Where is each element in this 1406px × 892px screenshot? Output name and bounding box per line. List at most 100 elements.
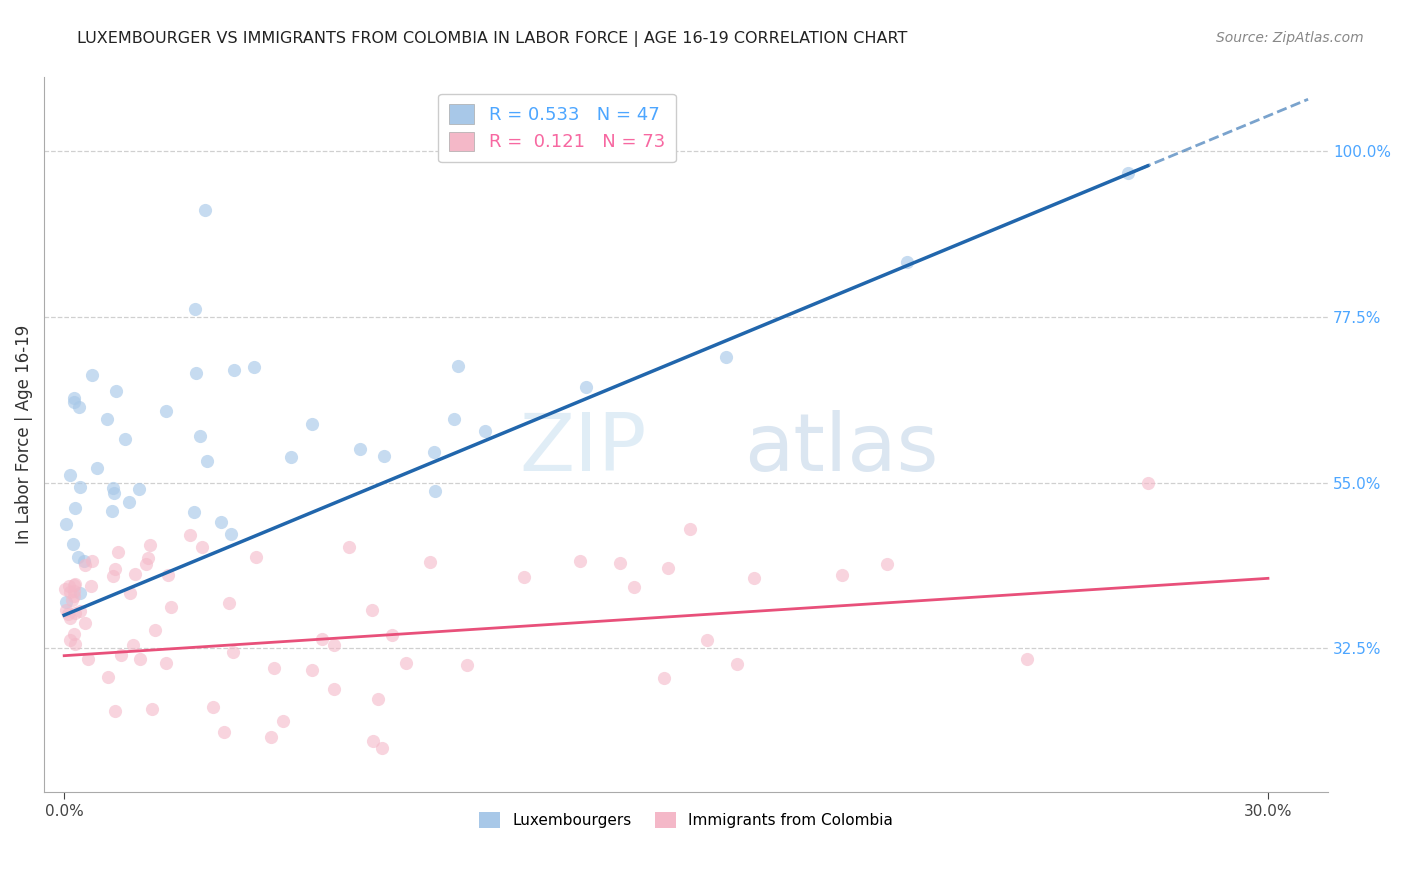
- Point: [67, 400, 90, 414]
- Point: [1116, 166, 1139, 180]
- Point: [53, 582, 76, 596]
- Text: LUXEMBOURGER VS IMMIGRANTS FROM COLOMBIA IN LABOR FORCE | AGE 16-19 CORRELATION : LUXEMBOURGER VS IMMIGRANTS FROM COLOMBIA…: [77, 31, 908, 47]
- Point: [62, 627, 84, 641]
- Point: [221, 645, 243, 659]
- Point: [124, 567, 146, 582]
- Point: [569, 554, 592, 568]
- Point: [679, 522, 702, 536]
- Point: [896, 254, 918, 268]
- Point: [575, 380, 598, 394]
- Point: [831, 568, 853, 582]
- Point: [443, 412, 465, 426]
- Point: [59, 611, 82, 625]
- Point: [73, 558, 96, 573]
- Point: [82, 368, 104, 382]
- Point: [107, 545, 129, 559]
- Point: [62, 584, 84, 599]
- Point: [271, 714, 294, 728]
- Point: [118, 495, 141, 509]
- Point: [104, 562, 127, 576]
- Point: [423, 484, 446, 499]
- Point: [652, 672, 675, 686]
- Point: [179, 528, 201, 542]
- Point: [194, 202, 217, 217]
- Point: [311, 632, 333, 646]
- Point: [76, 652, 98, 666]
- Point: [394, 656, 416, 670]
- Point: [66, 549, 89, 564]
- Point: [104, 704, 127, 718]
- Point: [101, 569, 124, 583]
- Point: [876, 557, 898, 571]
- Point: [367, 692, 389, 706]
- Point: [301, 663, 323, 677]
- Point: [96, 411, 118, 425]
- Point: [201, 699, 224, 714]
- Point: [129, 652, 152, 666]
- Point: [104, 384, 127, 399]
- Point: [80, 579, 103, 593]
- Point: [716, 351, 738, 365]
- Y-axis label: In Labor Force | Age 16-19: In Labor Force | Age 16-19: [15, 325, 32, 544]
- Point: [155, 403, 177, 417]
- Point: [219, 526, 242, 541]
- Point: [657, 561, 679, 575]
- Point: [114, 432, 136, 446]
- Point: [337, 541, 360, 555]
- Point: [242, 359, 264, 374]
- Point: [69, 480, 91, 494]
- Point: [135, 557, 157, 571]
- Point: [97, 670, 120, 684]
- Point: [86, 461, 108, 475]
- Point: [59, 632, 82, 647]
- Point: [725, 657, 748, 671]
- Point: [55, 595, 77, 609]
- Point: [62, 589, 84, 603]
- Point: [422, 445, 444, 459]
- Point: [55, 516, 77, 531]
- Point: [121, 638, 143, 652]
- Point: [63, 637, 86, 651]
- Point: [60, 593, 83, 607]
- Point: [371, 741, 394, 756]
- Point: [696, 633, 718, 648]
- Point: [65, 577, 87, 591]
- Point: [381, 628, 404, 642]
- Point: [360, 602, 382, 616]
- Point: [191, 540, 214, 554]
- Point: [609, 556, 631, 570]
- Point: [141, 702, 163, 716]
- Point: [63, 391, 86, 405]
- Point: [63, 500, 86, 515]
- Point: [157, 567, 180, 582]
- Point: [744, 571, 766, 585]
- Point: [73, 554, 96, 568]
- Point: [118, 586, 141, 600]
- Point: [143, 623, 166, 637]
- Point: [218, 596, 240, 610]
- Point: [474, 424, 496, 438]
- Point: [63, 395, 86, 409]
- Point: [101, 504, 124, 518]
- Point: [188, 429, 211, 443]
- Point: [58, 468, 80, 483]
- Point: [263, 661, 285, 675]
- Point: [110, 648, 132, 663]
- Text: Source: ZipAtlas.com: Source: ZipAtlas.com: [1216, 31, 1364, 45]
- Text: atlas: atlas: [744, 410, 938, 488]
- Point: [361, 734, 384, 748]
- Point: [222, 363, 245, 377]
- Point: [301, 417, 323, 431]
- Point: [1017, 652, 1039, 666]
- Point: [75, 615, 97, 630]
- Point: [80, 554, 103, 568]
- Point: [447, 359, 470, 374]
- Point: [349, 442, 371, 456]
- Point: [103, 485, 125, 500]
- Point: [209, 515, 232, 529]
- Point: [63, 606, 86, 620]
- Point: [139, 538, 162, 552]
- Point: [323, 682, 346, 697]
- Point: [513, 570, 536, 584]
- Point: [184, 366, 207, 380]
